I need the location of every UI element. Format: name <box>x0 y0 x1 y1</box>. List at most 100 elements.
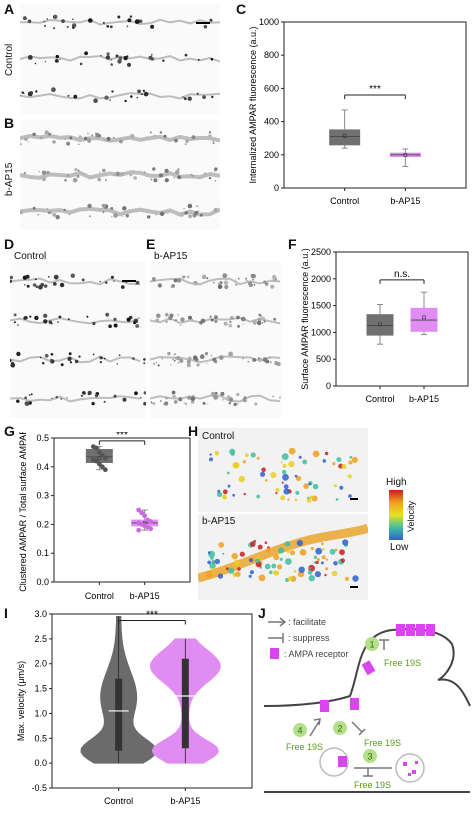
puncta <box>177 362 180 364</box>
significance-label: n.s. <box>394 269 410 280</box>
legend-facilitate: : facilitate <box>268 617 326 627</box>
panel-h-bap15-label: b-AP15 <box>202 516 236 527</box>
velocity-track <box>310 546 314 551</box>
data-point <box>99 464 105 470</box>
panel-h-letter: H <box>188 423 199 439</box>
puncta <box>165 320 168 323</box>
velocity-track <box>218 542 225 548</box>
puncta <box>38 285 43 290</box>
puncta <box>110 207 114 210</box>
puncta <box>59 282 65 288</box>
puncta <box>84 51 88 56</box>
puncta <box>32 283 37 287</box>
puncta <box>102 211 105 214</box>
velocity-track <box>264 541 268 544</box>
puncta <box>55 54 59 59</box>
mean-marker <box>97 456 102 460</box>
puncta <box>32 206 36 210</box>
velocity-track <box>325 567 329 571</box>
puncta <box>214 391 218 395</box>
y-tick-label: -0.5 <box>31 783 47 793</box>
velocity-track <box>261 467 266 473</box>
data-point <box>139 510 145 516</box>
panel-b-letter: B <box>4 115 15 131</box>
velocity-track <box>248 574 252 578</box>
puncta <box>214 180 217 182</box>
velocity-track <box>352 575 359 582</box>
puncta <box>168 316 173 320</box>
puncta <box>236 403 239 405</box>
puncta <box>10 279 12 283</box>
puncta <box>223 280 229 285</box>
velocity-track <box>348 460 353 465</box>
puncta <box>187 96 192 101</box>
velocity-track <box>209 457 213 462</box>
step-4-badge <box>293 723 307 737</box>
puncta <box>99 171 101 173</box>
puncta <box>24 401 30 406</box>
puncta <box>39 356 42 359</box>
puncta <box>229 320 232 324</box>
panel-a-image <box>20 14 220 103</box>
velocity-track <box>324 451 329 456</box>
puncta <box>186 275 190 279</box>
puncta <box>248 282 253 288</box>
puncta <box>208 134 212 138</box>
puncta <box>257 317 262 322</box>
puncta <box>100 55 102 57</box>
step-2-number: 2 <box>337 724 342 734</box>
velocity-track <box>288 447 296 455</box>
velocity-track <box>258 574 266 582</box>
x-tick-label: Control <box>104 796 133 806</box>
panel-e-image <box>150 273 281 407</box>
puncta <box>92 321 96 326</box>
puncta <box>115 171 121 177</box>
puncta <box>57 321 59 323</box>
puncta <box>51 87 56 93</box>
puncta <box>204 352 209 356</box>
puncta <box>177 175 182 180</box>
puncta <box>23 16 27 21</box>
velocity-track <box>279 557 283 561</box>
puncta <box>122 206 127 211</box>
velocity-track <box>244 453 249 458</box>
puncta <box>47 211 51 215</box>
puncta <box>150 401 153 403</box>
puncta <box>243 396 247 399</box>
puncta <box>16 351 21 357</box>
puncta <box>46 208 49 210</box>
puncta <box>103 400 106 403</box>
y-tick-label: 0.4 <box>36 462 49 472</box>
puncta <box>61 19 65 23</box>
velocity-track <box>339 549 345 556</box>
puncta <box>184 53 188 57</box>
panel-i-letter: I <box>4 605 8 621</box>
panel-a-letter: A <box>4 1 15 17</box>
panel-c-letter: C <box>236 1 247 17</box>
velocity-track <box>222 552 225 555</box>
puncta <box>213 169 216 171</box>
velocity-track <box>333 484 337 488</box>
puncta <box>81 278 85 282</box>
puncta <box>212 281 215 284</box>
puncta <box>152 277 156 281</box>
puncta <box>129 15 133 18</box>
puncta <box>130 95 133 98</box>
scale-bar <box>122 280 136 282</box>
velocity-track <box>341 463 347 470</box>
puncta <box>124 99 127 103</box>
puncta <box>213 394 218 400</box>
puncta <box>176 356 181 361</box>
puncta <box>265 282 269 286</box>
puncta <box>52 282 57 286</box>
puncta <box>224 284 229 290</box>
puncta <box>135 324 140 328</box>
puncta <box>251 278 255 281</box>
velocity-track <box>308 482 312 486</box>
puncta <box>176 278 182 283</box>
dendrite-shaft <box>10 277 141 286</box>
velocity-track <box>312 483 319 490</box>
y-tick-label: 200 <box>264 150 279 160</box>
velocity-track <box>264 563 271 570</box>
puncta <box>272 274 277 280</box>
